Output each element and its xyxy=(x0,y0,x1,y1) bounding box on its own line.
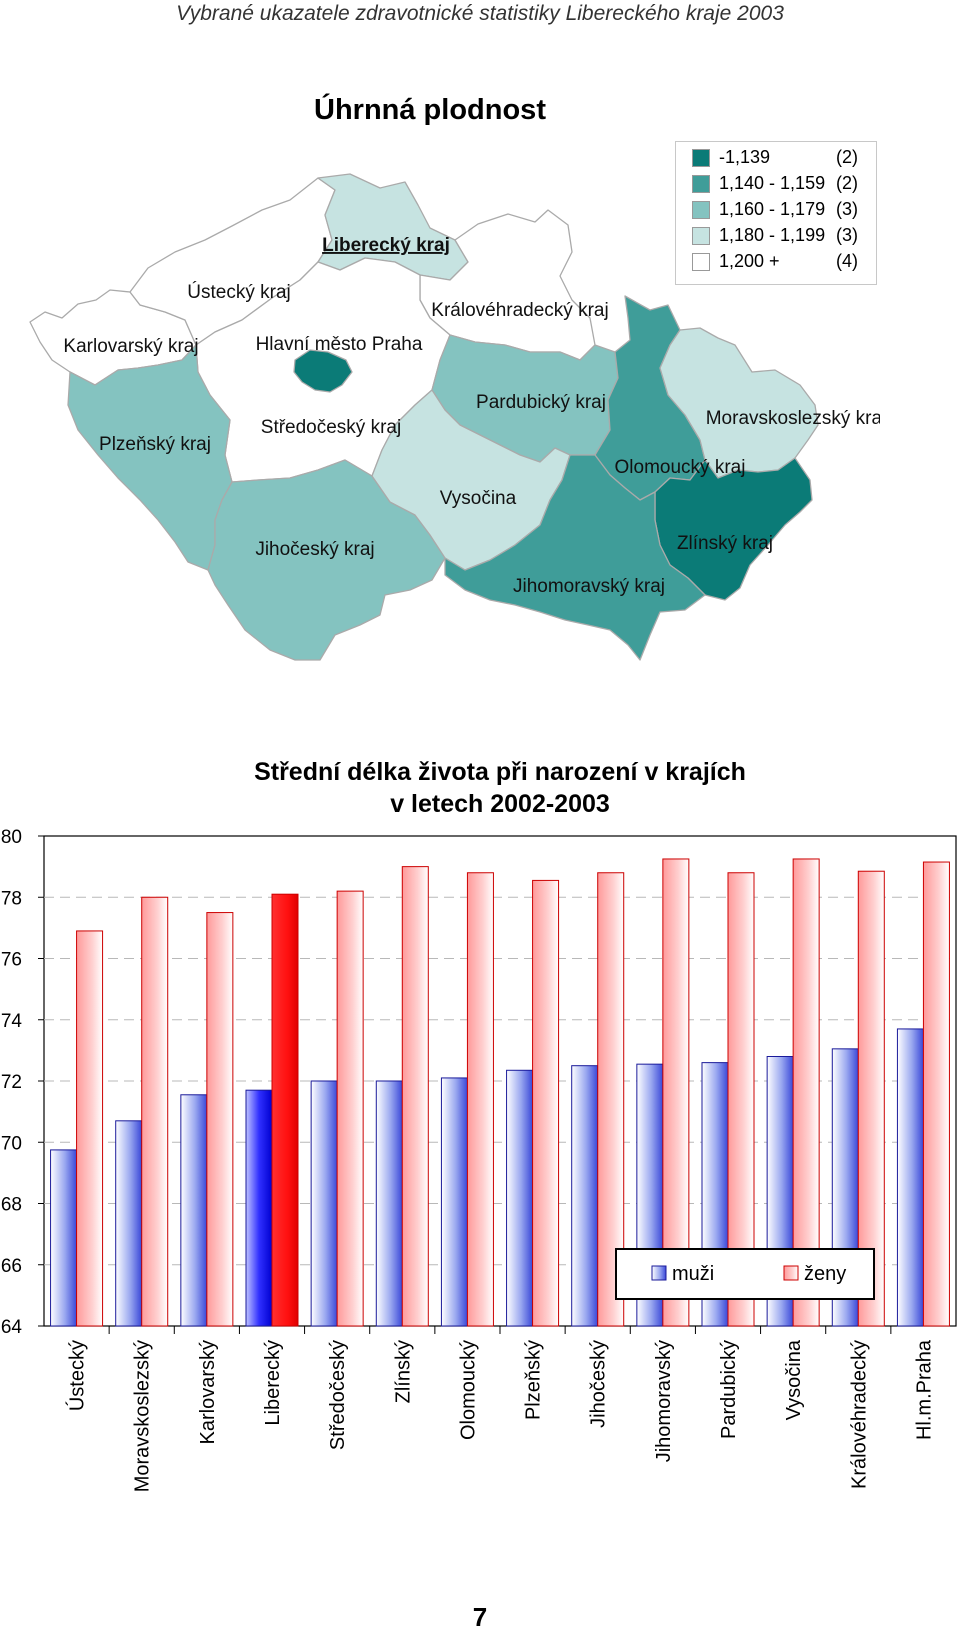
legend-range: -1,139 xyxy=(719,147,771,167)
region-label-ustecky: Ústecký kraj xyxy=(187,281,290,303)
bar-muzi xyxy=(440,1077,468,1327)
region-label-jihomoravsky: Jihomoravský kraj xyxy=(513,576,665,597)
bar-zeny xyxy=(141,896,169,1327)
x-tick-label: Karlovarský xyxy=(197,1340,219,1444)
x-tick-label: Zlínský xyxy=(392,1340,414,1403)
region-label-jihocesky: Jihočeský kraj xyxy=(255,539,374,560)
legend-count: (2) xyxy=(836,147,858,167)
bar-zeny xyxy=(401,866,429,1327)
legend-swatch xyxy=(692,201,710,219)
chart-title-line-1: Střední délka života při narození v kraj… xyxy=(254,758,746,786)
chart-title-line-2: v letech 2002-2003 xyxy=(390,790,610,818)
bar-muzi xyxy=(180,1094,208,1327)
x-tick-label: Královéhradecký xyxy=(848,1340,870,1489)
x-tick-label: Moravskoslezský xyxy=(132,1340,154,1492)
region-shape-jihomoravsky xyxy=(444,454,706,661)
bar-muzi xyxy=(310,1080,338,1327)
region-shape-moravskoslezsky xyxy=(659,327,819,479)
bar-zeny xyxy=(76,930,104,1327)
region-shape-jihocesky xyxy=(207,459,446,661)
region-label-stredocesky: Středočeský kraj xyxy=(261,417,401,438)
legend-label-muzi: muži xyxy=(672,1263,714,1285)
legend-row: -1,139 (2) xyxy=(692,147,872,171)
x-tick-label: Jihomoravský xyxy=(653,1340,675,1462)
legend-row: 1,180 - 1,199 (3) xyxy=(692,225,872,249)
x-tick-label: Vysočina xyxy=(783,1339,805,1420)
x-tick-label: Liberecký xyxy=(262,1340,284,1426)
legend-swatch xyxy=(692,175,710,193)
x-tick-label: Pardubický xyxy=(718,1340,740,1439)
legend-label-zeny: ženy xyxy=(804,1263,846,1285)
page-header: Vybrané ukazatele zdravotnické statistik… xyxy=(176,2,784,25)
region-label-karlovarsky: Karlovarský kraj xyxy=(63,336,198,357)
map-legend: -1,139 (2) 1,140 - 1,159 (2) 1,160 - 1,1… xyxy=(675,141,877,285)
bar-muzi xyxy=(245,1089,273,1327)
bar-muzi xyxy=(571,1065,599,1327)
legend-swatch-muzi xyxy=(651,1265,667,1281)
bar-zeny xyxy=(271,893,299,1327)
y-tick-label: 76 xyxy=(1,950,22,971)
y-tick-label: 70 xyxy=(1,1133,22,1154)
chart-title: Střední délka života při narození v kraj… xyxy=(150,756,850,820)
region-label-plzensky: Plzeňský kraj xyxy=(99,434,211,455)
x-tick-label: Plzeňský xyxy=(523,1340,545,1420)
y-tick-label: 72 xyxy=(1,1072,22,1093)
region-label-liberecky: Liberecký kraj xyxy=(322,235,450,256)
region-label-vysocina: Vysočina xyxy=(440,488,517,509)
legend-count: (3) xyxy=(836,199,858,219)
x-tick-label: Jihočeský xyxy=(588,1340,610,1428)
legend-swatch xyxy=(692,149,710,167)
bar-zeny xyxy=(532,879,560,1327)
bar-zeny xyxy=(922,861,950,1327)
bar-muzi xyxy=(896,1028,924,1327)
legend-range: 1,140 - 1,159 xyxy=(719,173,826,193)
x-tick-label: Ústecký xyxy=(66,1340,89,1411)
life-expectancy-chart: 64 66 68 70 72 74 76 78 80 Ústecký Moravskoslezský… xyxy=(1,827,957,1492)
region-label-olomoucky: Olomoucký kraj xyxy=(615,457,746,478)
legend-count: (2) xyxy=(836,173,858,193)
legend-count: (4) xyxy=(836,251,858,271)
legend-range: 1,180 - 1,199 xyxy=(719,225,826,245)
x-tick-label: Hl.m.Praha xyxy=(913,1339,935,1440)
bar-zeny xyxy=(206,912,234,1327)
y-tick-label: 80 xyxy=(1,827,22,848)
y-tick-label: 68 xyxy=(1,1195,22,1216)
map-title: Úhrnná plodnost xyxy=(314,94,546,126)
region-label-zlinsky: Zlínský kraj xyxy=(677,533,773,554)
chart-legend xyxy=(615,1248,875,1300)
y-tick-label: 66 xyxy=(1,1256,22,1277)
region-label-kralovehradecky: Královéhradecký kraj xyxy=(431,300,608,321)
legend-swatch xyxy=(692,227,710,245)
bar-zeny xyxy=(336,890,364,1327)
y-tick-label: 78 xyxy=(1,888,22,909)
bar-muzi xyxy=(115,1120,143,1327)
region-map: Liberecký kraj Ústecký kraj Královéhrade… xyxy=(29,173,880,661)
legend-row: 1,160 - 1,179 (3) xyxy=(692,199,872,223)
page-number: 7 xyxy=(472,1602,488,1632)
region-label-moravskoslezsky: Moravskoslezský kraj xyxy=(706,408,880,429)
y-tick-label: 64 xyxy=(1,1317,23,1338)
region-label-praha: Hlavní město Praha xyxy=(256,334,423,355)
bar-zeny xyxy=(466,872,494,1327)
x-tick-label: Olomoucký xyxy=(457,1340,479,1440)
legend-range: 1,160 - 1,179 xyxy=(719,199,826,219)
region-shape-praha xyxy=(293,349,353,393)
legend-row: 1,140 - 1,159 (2) xyxy=(692,173,872,197)
region-label-pardubicky: Pardubický kraj xyxy=(476,392,606,413)
legend-row: 1,200 + (4) xyxy=(692,251,872,275)
legend-swatch xyxy=(692,253,710,271)
bar-muzi xyxy=(506,1069,534,1327)
x-tick-label: Středočeský xyxy=(327,1340,349,1450)
legend-swatch-zeny xyxy=(783,1265,799,1281)
legend-count: (3) xyxy=(836,225,858,245)
legend-range: 1,200 + xyxy=(719,251,780,271)
bar-muzi xyxy=(50,1149,78,1327)
y-tick-label: 74 xyxy=(1,1011,23,1032)
bar-muzi xyxy=(375,1080,403,1327)
